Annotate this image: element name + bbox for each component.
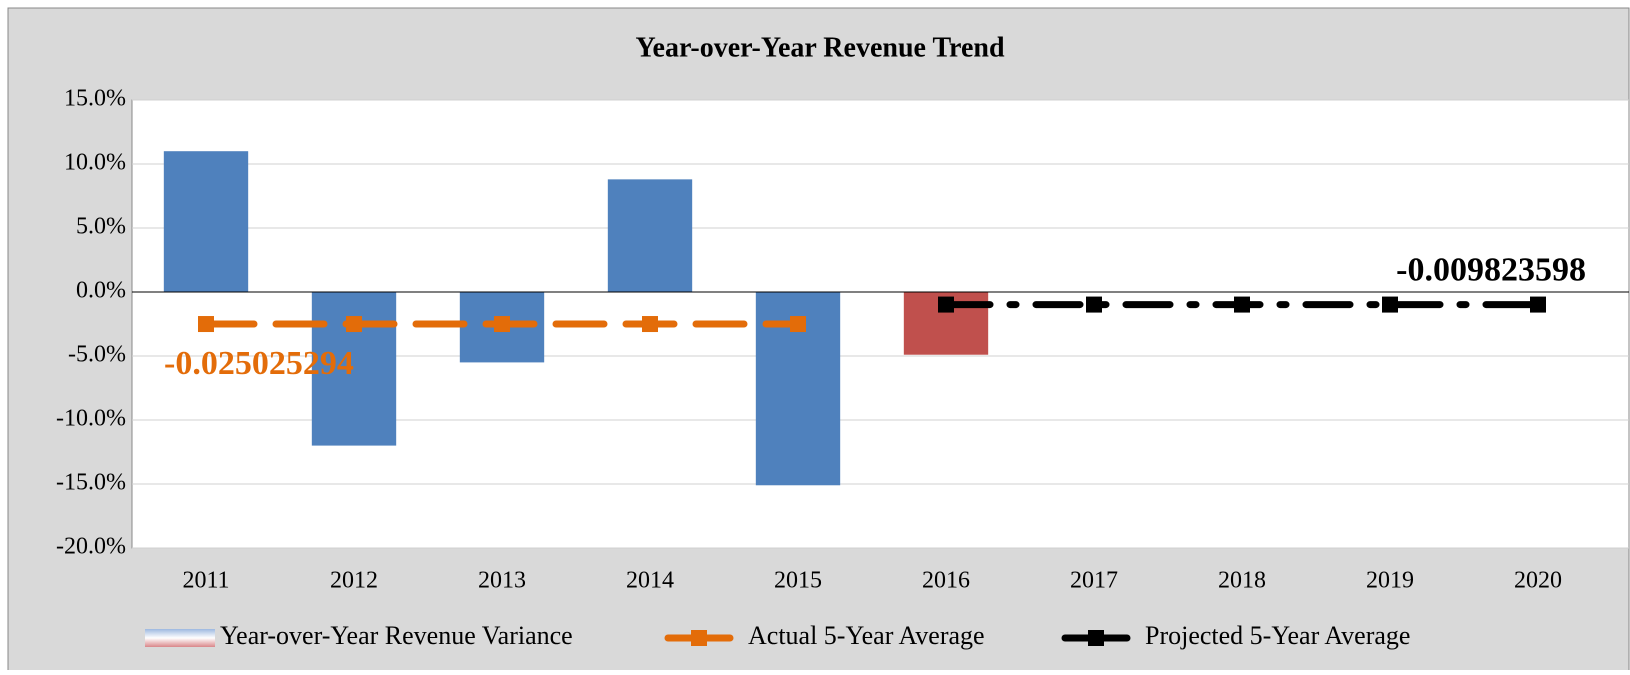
y-tick-label: -20.0% [56,534,126,560]
y-tick-label: -10.0% [56,406,126,432]
data-label: -0.025025294 [164,345,354,382]
legend-label: Year-over-Year Revenue Variance [220,621,573,650]
marker [494,316,510,333]
chart-title: Year-over-Year Revenue Trend [635,32,1005,63]
x-tick-label: 2017 [1070,568,1118,594]
y-tick-label: 5.0% [76,214,126,240]
marker [790,316,806,333]
bar [607,179,693,292]
legend-label: Actual 5-Year Average [748,621,985,650]
x-tick-label: 2020 [1514,568,1562,594]
y-tick-label: 15.0% [64,86,126,112]
x-tick-label: 2012 [330,568,378,594]
marker [198,316,214,333]
legend-marker [691,630,707,646]
y-tick-label: 10.0% [64,150,126,176]
marker [346,316,362,333]
legend-marker [1088,630,1104,646]
x-tick-label: 2011 [182,568,229,594]
y-tick-label: -5.0% [68,342,126,368]
y-tick-label: 0.0% [76,278,126,304]
marker [1382,296,1398,313]
legend-swatch [145,629,215,647]
marker [642,316,658,333]
bar [163,151,249,292]
legend-label: Projected 5-Year Average [1145,621,1410,650]
y-tick-label: -15.0% [56,470,126,496]
marker [938,296,954,313]
marker [1086,296,1102,313]
marker [1530,296,1546,313]
x-tick-label: 2014 [626,568,674,594]
x-tick-label: 2016 [922,568,970,594]
data-label: -0.009823598 [1396,251,1586,288]
x-tick-label: 2019 [1366,568,1414,594]
x-tick-label: 2015 [774,568,822,594]
marker [1234,296,1250,313]
x-tick-label: 2013 [478,568,526,594]
x-tick-label: 2018 [1218,568,1266,594]
